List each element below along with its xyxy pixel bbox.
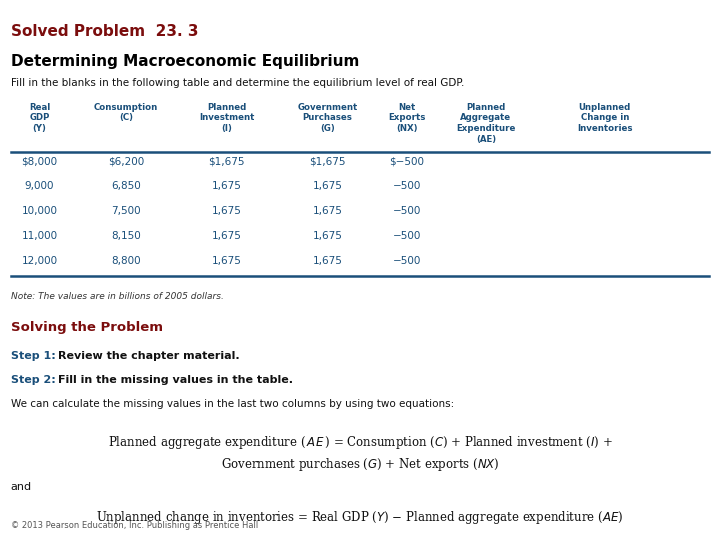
Text: 1,675: 1,675 bbox=[212, 206, 242, 217]
Text: 10,000: 10,000 bbox=[22, 206, 58, 217]
Text: Fill in the missing values in the table.: Fill in the missing values in the table. bbox=[58, 375, 292, 386]
Text: 1,675: 1,675 bbox=[212, 181, 242, 192]
Text: Step 1:: Step 1: bbox=[11, 351, 55, 361]
Text: Fill in the blanks in the following table and determine the equilibrium level of: Fill in the blanks in the following tabl… bbox=[11, 78, 464, 89]
Text: 1,675: 1,675 bbox=[312, 231, 343, 241]
Text: Planned
Investment
(I): Planned Investment (I) bbox=[199, 103, 254, 133]
Text: Planned aggregate expenditure ( $\mathit{AE}$ ) = Consumption ($\mathit{C}$) + P: Planned aggregate expenditure ( $\mathit… bbox=[107, 434, 613, 450]
Text: Net
Exports
(NX): Net Exports (NX) bbox=[388, 103, 426, 133]
Text: 8,800: 8,800 bbox=[111, 256, 141, 266]
Text: Note: The values are in billions of 2005 dollars.: Note: The values are in billions of 2005… bbox=[11, 292, 224, 301]
Text: 11,000: 11,000 bbox=[22, 231, 58, 241]
Text: Review the chapter material.: Review the chapter material. bbox=[58, 351, 239, 361]
Text: Solving the Problem: Solving the Problem bbox=[11, 321, 163, 334]
Text: We can calculate the missing values in the last two columns by using two equatio: We can calculate the missing values in t… bbox=[11, 399, 454, 409]
Text: Solved Problem  23. 3: Solved Problem 23. 3 bbox=[11, 24, 198, 39]
Text: −500: −500 bbox=[392, 181, 421, 192]
Text: Government purchases ($\mathit{G}$) + Net exports ($\mathit{NX}$): Government purchases ($\mathit{G}$) + Ne… bbox=[220, 456, 500, 473]
Text: $1,675: $1,675 bbox=[310, 157, 346, 167]
Text: Government
Purchases
(G): Government Purchases (G) bbox=[297, 103, 358, 133]
Text: Consumption
(C): Consumption (C) bbox=[94, 103, 158, 123]
Text: 8,150: 8,150 bbox=[111, 231, 141, 241]
Text: −500: −500 bbox=[392, 256, 421, 266]
Text: $8,000: $8,000 bbox=[22, 157, 58, 167]
Text: Step 2:: Step 2: bbox=[11, 375, 55, 386]
Text: 1,675: 1,675 bbox=[312, 256, 343, 266]
Text: Real
GDP
(Y): Real GDP (Y) bbox=[29, 103, 50, 133]
Text: 9,000: 9,000 bbox=[25, 181, 54, 192]
Text: 1,675: 1,675 bbox=[312, 206, 343, 217]
Text: 6,850: 6,850 bbox=[111, 181, 141, 192]
Text: 1,675: 1,675 bbox=[212, 231, 242, 241]
Text: Determining Macroeconomic Equilibrium: Determining Macroeconomic Equilibrium bbox=[11, 54, 359, 69]
Text: −500: −500 bbox=[392, 206, 421, 217]
Text: 49 of 75: 49 of 75 bbox=[651, 522, 699, 531]
Text: Unplanned
Change in
Inventories: Unplanned Change in Inventories bbox=[577, 103, 633, 133]
Text: 12,000: 12,000 bbox=[22, 256, 58, 266]
Text: $−500: $−500 bbox=[390, 157, 424, 167]
Text: 7,500: 7,500 bbox=[111, 206, 141, 217]
Text: and: and bbox=[11, 482, 32, 492]
Text: Planned
Aggregate
Expenditure
(AE): Planned Aggregate Expenditure (AE) bbox=[456, 103, 516, 144]
Text: © 2013 Pearson Education, Inc. Publishing as Prentice Hall: © 2013 Pearson Education, Inc. Publishin… bbox=[11, 521, 258, 530]
Text: $6,200: $6,200 bbox=[108, 157, 144, 167]
Text: −500: −500 bbox=[392, 231, 421, 241]
Text: 1,675: 1,675 bbox=[212, 256, 242, 266]
Text: $1,675: $1,675 bbox=[209, 157, 245, 167]
Text: 1,675: 1,675 bbox=[312, 181, 343, 192]
Text: Unplanned change in inventories = Real GDP ($\mathit{Y}$) − Planned aggregate ex: Unplanned change in inventories = Real G… bbox=[96, 509, 624, 526]
